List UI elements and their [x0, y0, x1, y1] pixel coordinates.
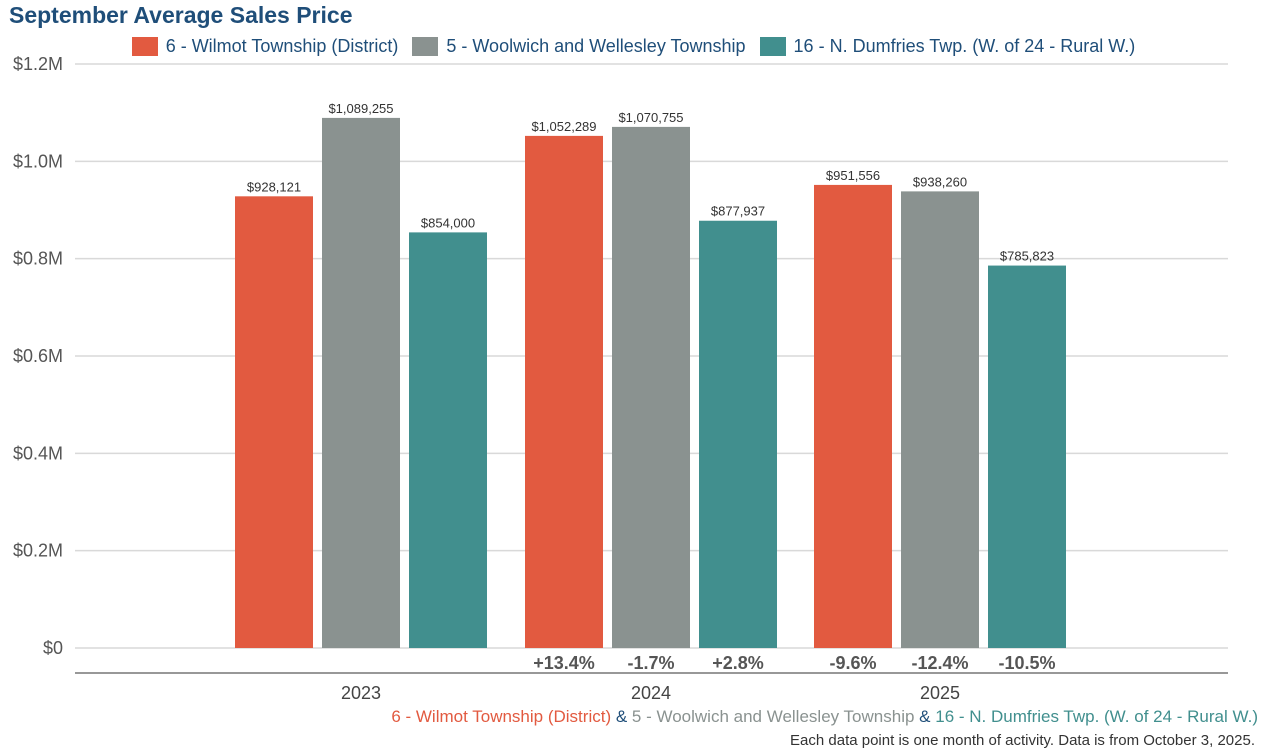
footer-separator-1: & — [611, 707, 632, 726]
change-label: -1.7% — [627, 653, 674, 673]
legend-swatch-dumfries — [759, 36, 786, 56]
y-tick-label: $0 — [43, 638, 63, 658]
chart-plot: $0 $0.2M $0.4M $0.6M $0.8M $1.0M $1.2M 2023 $928… — [13, 54, 1228, 700]
y-tick-label: $1.0M — [13, 151, 63, 171]
bar — [322, 117, 400, 649]
change-label: -10.5% — [998, 653, 1055, 673]
y-tick-label: $0.6M — [13, 346, 63, 366]
bar-value-label: $1,089,255 — [328, 101, 393, 116]
legend-item-wilmot[interactable]: 6 - Wilmot Township (District) — [131, 35, 399, 57]
footer-series-wilmot: 6 - Wilmot Township (District) — [391, 707, 612, 726]
bar-value-label: $1,052,289 — [531, 119, 596, 134]
bar-value-label: $928,121 — [247, 179, 301, 194]
bar-value-label: $1,070,755 — [618, 110, 683, 125]
bar-value-label: $938,260 — [913, 174, 967, 189]
bar-value-label: $785,823 — [1000, 249, 1054, 264]
y-tick-label: $0.4M — [13, 443, 63, 463]
bar — [699, 220, 777, 649]
bar — [814, 184, 892, 648]
bar — [901, 191, 979, 648]
change-label: -12.4% — [911, 653, 968, 673]
legend-label-woolwich: 5 - Woolwich and Wellesley Township — [446, 35, 746, 56]
bar — [235, 196, 313, 648]
legend-swatch-woolwich — [412, 36, 439, 56]
bar-value-label: $854,000 — [421, 215, 475, 230]
y-tick-label: $0.8M — [13, 249, 63, 269]
x-tick-label: 2025 — [920, 683, 960, 700]
legend-item-dumfries[interactable]: 16 - N. Dumfries Twp. (W. of 24 - Rural … — [759, 35, 1136, 57]
legend-label-wilmot: 6 - Wilmot Township (District) — [165, 35, 399, 56]
footer-note: Each data point is one month of activity… — [790, 732, 1255, 749]
bar — [409, 232, 487, 649]
bar — [525, 135, 603, 649]
footer-separator-2: & — [914, 707, 936, 726]
footer-series-woolwich: 5 - Woolwich and Wellesley Township — [631, 707, 915, 726]
chart-title: September Average Sales Price — [9, 2, 353, 28]
legend-swatch-wilmot — [131, 36, 158, 56]
change-label: -9.6% — [829, 653, 876, 673]
bar-value-label: $951,556 — [826, 168, 880, 183]
bar — [988, 265, 1066, 648]
x-tick-label: 2023 — [341, 683, 381, 700]
change-label: +13.4% — [533, 653, 595, 673]
footer-series-dumfries: 16 - N. Dumfries Twp. (W. of 24 - Rural … — [935, 707, 1258, 726]
change-label: +2.8% — [712, 653, 764, 673]
x-tick-label: 2024 — [631, 683, 671, 700]
bar-value-label: $877,937 — [711, 204, 765, 219]
legend-label-dumfries: 16 - N. Dumfries Twp. (W. of 24 - Rural … — [793, 35, 1136, 56]
legend-item-woolwich[interactable]: 5 - Woolwich and Wellesley Township — [412, 35, 746, 57]
y-tick-label: $0.2M — [13, 541, 63, 561]
y-tick-label: $1.2M — [13, 54, 63, 74]
chart-legend: 6 - Wilmot Township (District) 5 - Woolw… — [0, 34, 1267, 58]
footer-series-legend: 6 - Wilmot Township (District) & 5 - Woo… — [391, 707, 1258, 727]
bar — [612, 126, 690, 648]
